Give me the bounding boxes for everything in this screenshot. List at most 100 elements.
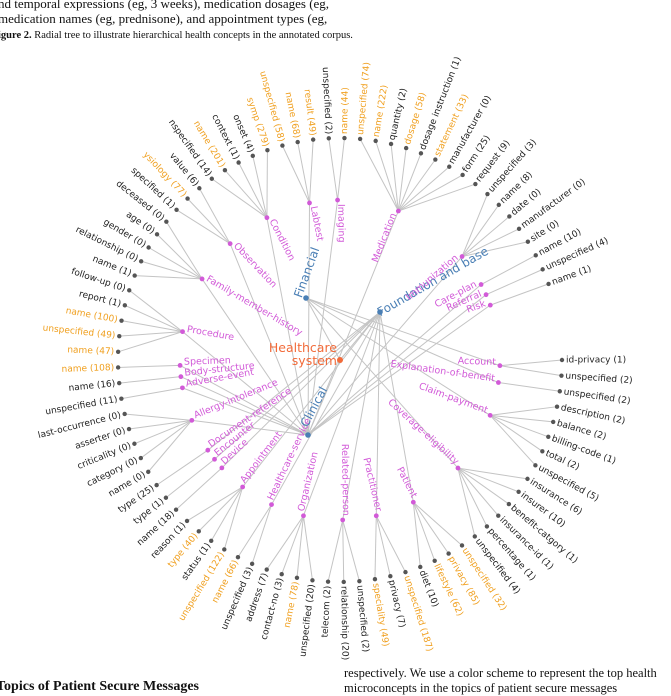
figure-caption-label: igure 2. [0, 30, 32, 41]
leaf-link [375, 515, 391, 577]
leaf-link [121, 320, 183, 333]
concept-node-dot [205, 447, 211, 453]
concept-node-dot [269, 502, 274, 508]
concept-link [307, 199, 339, 436]
leaf-link [499, 365, 562, 377]
leaf-link [342, 519, 345, 582]
leaf-node-dot [559, 373, 564, 378]
leaf-node-dot [341, 579, 346, 585]
leaf-node-dot [485, 191, 490, 197]
leaf-node-dot [357, 136, 363, 142]
leaf-link [375, 140, 399, 212]
leaf-link [489, 415, 536, 466]
leaf-label: unspecified (49) [42, 323, 116, 341]
leaf-link [124, 413, 192, 421]
leaf-node-dot [117, 333, 122, 339]
leaf-link [165, 221, 203, 280]
leaf-node-dot [373, 138, 378, 144]
section-heading: Topics of Patient Secure Messages [0, 679, 199, 694]
leaf-link [390, 143, 399, 212]
leaf-link [457, 467, 488, 527]
concept-label: Medication [370, 212, 399, 264]
concept-link [207, 311, 381, 451]
leaf-label: unspecified (2) [320, 67, 333, 135]
leaf-node-dot [127, 288, 132, 293]
concept-link [375, 311, 381, 516]
leaf-node-dot [119, 318, 124, 323]
leaf-node-dot [418, 151, 424, 156]
concept-node-dot [178, 374, 184, 380]
leaf-node-dot [197, 186, 202, 191]
leaf-link [412, 501, 463, 546]
leaf-node-dot [372, 577, 378, 582]
leaf-link [252, 155, 268, 218]
leaf-link [375, 515, 406, 573]
leaf-link [118, 364, 181, 368]
leaf-label: id-privacy (1) [566, 356, 626, 366]
concept-link [214, 311, 381, 460]
leaf-node-dot [472, 534, 478, 539]
concept-node-dot [455, 465, 461, 471]
leaf-link [198, 486, 243, 532]
body-text-top: nd temporal expressions (eg, 3 weeks), m… [0, 0, 329, 26]
leaf-link [457, 467, 476, 537]
leaf-link [337, 137, 345, 201]
leaf-link [134, 419, 193, 445]
leaf-node-dot [516, 226, 522, 231]
leaf-link [374, 515, 377, 580]
leaf-link [489, 414, 549, 438]
leaf-label: name (47) [67, 345, 114, 357]
leaf-node-dot [403, 569, 408, 575]
leaf-link [397, 159, 436, 212]
leaf-node-dot [484, 524, 490, 529]
concept-link [305, 297, 501, 367]
branch-node-dot [377, 309, 383, 315]
leaf-node-dot [525, 476, 530, 482]
leaf-label: unspecified (20) [298, 584, 317, 658]
concept-node-dot [301, 513, 306, 519]
body-text-line: microconcepts in the topics of patient s… [344, 681, 618, 695]
leaf-node-dot [196, 529, 201, 534]
leaf-link [342, 519, 360, 582]
leaf-node-dot [546, 434, 551, 439]
concept-link [271, 311, 381, 505]
leaf-link [210, 486, 244, 542]
leaf-label: speciality (49) [370, 582, 390, 647]
leaf-link [128, 419, 192, 430]
leaf-node-dot [264, 567, 269, 572]
leaf-link [359, 138, 399, 212]
leaf-link [121, 387, 183, 400]
concept-label: Labtest [308, 205, 326, 242]
leaf-node-dot [418, 564, 423, 570]
leaf-node-dot [342, 135, 347, 141]
concept-node-dot [212, 456, 217, 462]
body-text-line: medication names (eg, prednisone), and a… [0, 11, 328, 26]
leaf-link [156, 449, 209, 486]
leaf-link [457, 467, 499, 516]
concept-link [221, 311, 381, 469]
leaf-node-dot [546, 281, 551, 287]
leaf-link [281, 515, 304, 575]
leaf-node-dot [540, 449, 545, 454]
leaf-node-dot [235, 554, 241, 560]
concept-node-dot [335, 197, 340, 203]
leaf-link [141, 260, 203, 280]
concept-link [307, 210, 399, 436]
concept-node-dot [340, 517, 346, 523]
leaf-node-dot [184, 518, 190, 524]
leaf-node-dot [146, 469, 151, 475]
leaf-node-dot [163, 495, 169, 500]
concept-link [342, 311, 381, 521]
leaf-node-dot [447, 164, 452, 169]
branch-node-dot [303, 295, 309, 301]
leaf-node-dot [132, 441, 137, 446]
figure-caption: igure 2. Radial tree to illustrate hiera… [0, 30, 353, 41]
leaf-link [398, 174, 463, 212]
leaf-link [198, 188, 231, 244]
leaf-node-dot [115, 365, 121, 370]
concept-link [307, 284, 482, 436]
leaf-node-dot [222, 547, 227, 552]
leaf-label: name (222) [372, 84, 390, 138]
body-text-line: respectively. We use a color scheme to r… [344, 666, 657, 680]
